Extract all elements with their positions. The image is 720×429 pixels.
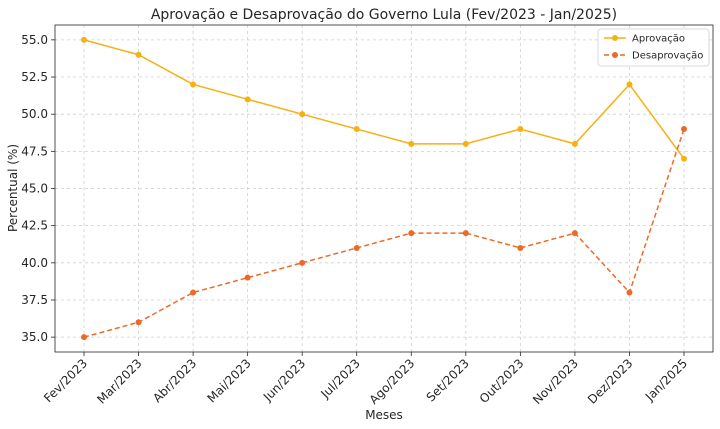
series-line-desaprovacao [83,128,685,338]
data-point [681,126,687,133]
data-point [571,140,578,147]
data-point [626,289,633,296]
series-layer [81,36,687,341]
data-point [299,111,306,118]
legend-marker-desaprovacao [612,52,618,58]
data-point [462,230,469,237]
x-tick-label: Dez/2023 [585,356,636,407]
data-point [81,36,87,43]
x-tick-label: Out/2023 [477,356,527,406]
legend-label-desaprovacao: Desaprovação [632,51,703,62]
data-point [244,274,251,281]
data-point [353,244,360,251]
data-point [462,140,469,147]
y-tick-label: 35.0 [21,330,48,344]
x-axis: Fev/2023 Mar/2023 Abr/2023 Mai/2023 Jun/2023… [41,352,690,407]
data-point [244,96,251,103]
data-point [408,140,415,147]
data-point [353,126,360,133]
data-point [626,81,633,88]
y-tick-label: 40.0 [21,256,48,270]
x-tick-label: Fev/2023 [41,356,90,405]
y-tick-label: 42.5 [21,219,48,233]
y-axis: 35.0 37.5 40.0 42.5 45.0 47.5 50.0 52.5 55.0 [21,33,55,344]
y-tick-label: 50.0 [21,107,48,121]
y-tick-label: 55.0 [21,33,48,47]
data-point [190,289,197,296]
data-point [299,259,306,266]
x-tick-label: Nov/2023 [530,356,581,407]
data-point [517,244,524,251]
data-point [408,230,415,237]
data-point [190,81,197,88]
legend-marker-aprovacao [612,35,618,41]
data-point [135,319,142,326]
x-tick-label: Abr/2023 [150,356,199,405]
x-tick-label: Jan/2025 [642,356,690,404]
y-tick-label: 52.5 [21,70,48,84]
legend: Aprovação Desaprovação [597,28,710,67]
x-tick-label: Mai/2023 [205,356,254,405]
y-tick-label: 47.5 [21,144,48,158]
data-point [681,155,687,162]
x-tick-label: Mar/2023 [94,356,144,406]
data-point [135,51,142,58]
x-tick-label: Ago/2023 [367,356,418,407]
legend-label-aprovacao: Aprovação [632,34,685,45]
series-line-aprovacao [83,39,685,160]
grid [55,25,713,352]
chart-title: Aprovação e Desaprovação do Governo Lula… [151,7,617,23]
data-point [571,230,578,237]
y-axis-label: Percentual (%) [6,144,20,232]
x-tick-label: Jul/2023 [318,356,363,401]
x-tick-label: Set/2023 [424,356,472,404]
data-point [81,334,87,341]
x-tick-label: Jun/2023 [260,356,308,404]
data-point [517,126,524,133]
y-tick-label: 45.0 [21,182,48,196]
y-tick-label: 37.5 [21,293,48,307]
x-axis-label: Meses [365,408,403,422]
